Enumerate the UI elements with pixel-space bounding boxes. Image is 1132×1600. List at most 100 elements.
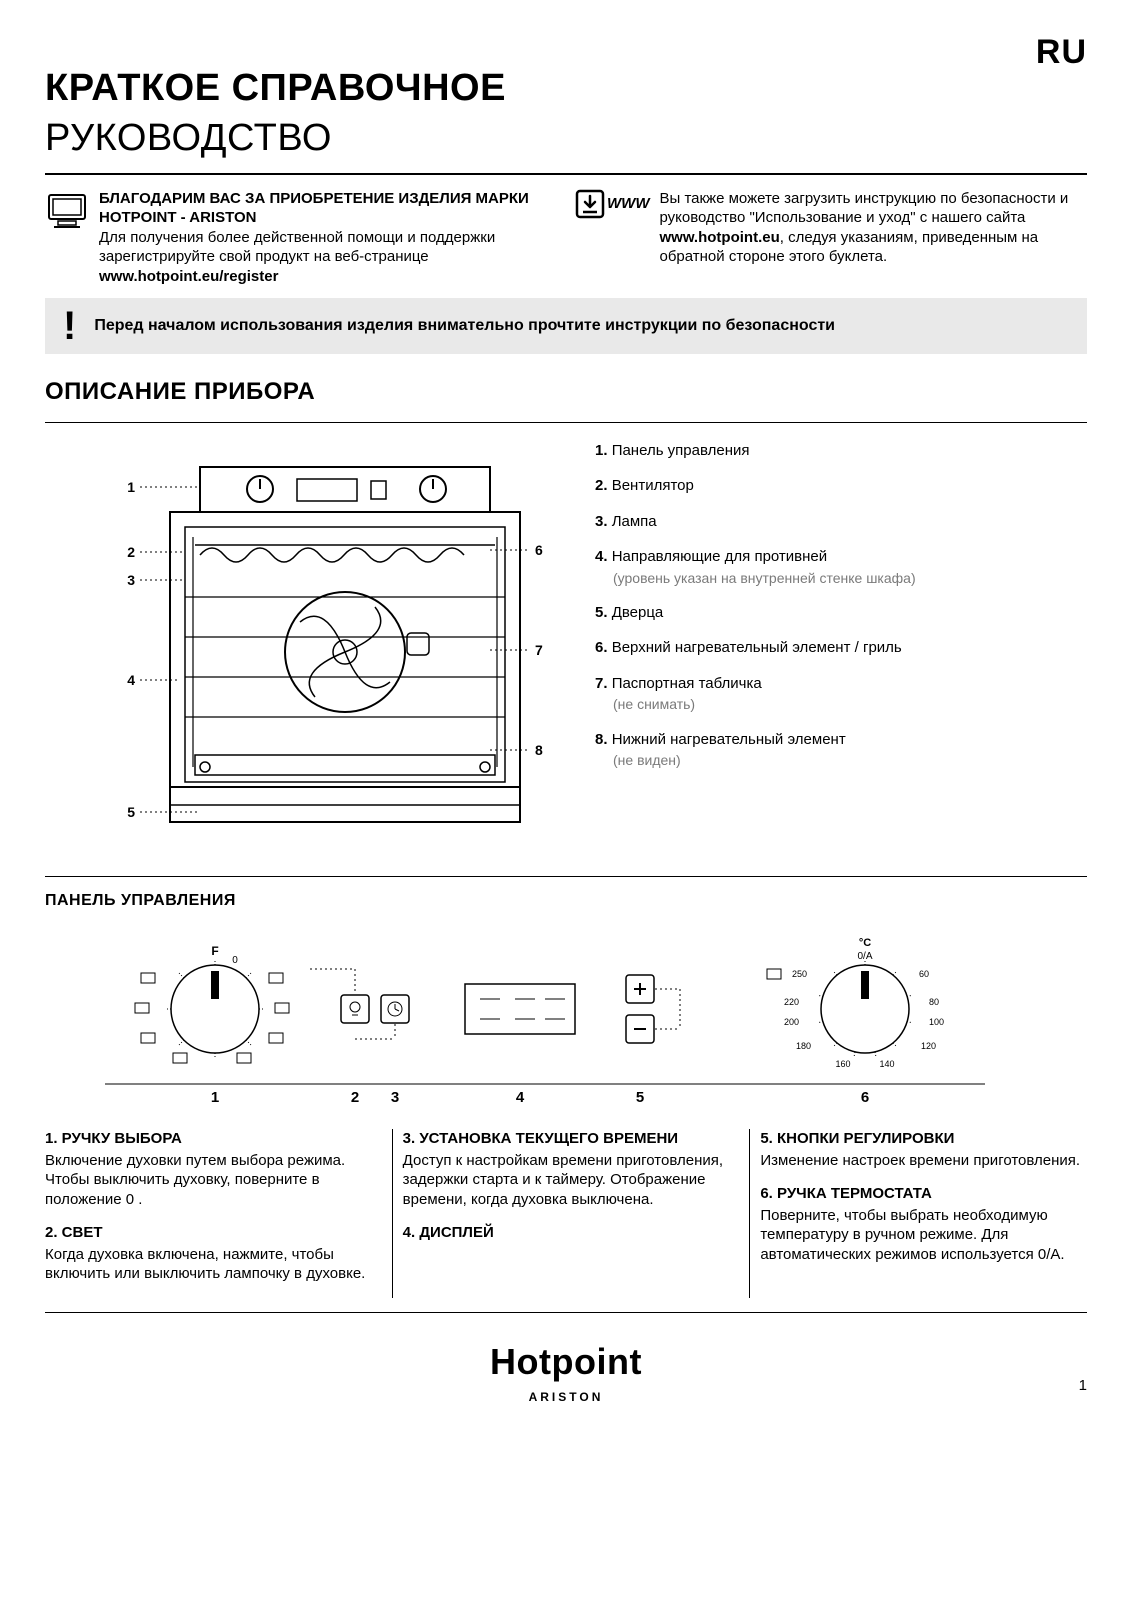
legend-text: Вентилятор: [612, 477, 694, 494]
svg-text:160: 160: [835, 1059, 850, 1069]
legend-item: 2. Вентилятор: [595, 476, 1087, 496]
legend-note: (уровень указан на внутренней стенке шка…: [595, 569, 1087, 587]
description-row: 1 2 3 4 5 6 7 8: [45, 437, 1087, 863]
main-title-light: РУКОВОДСТВО: [45, 114, 1087, 163]
divider: [45, 876, 1087, 877]
cp-heading: 4. ДИСПЛЕЙ: [403, 1223, 730, 1243]
intro-left-text: БЛАГОДАРИМ ВАС ЗА ПРИОБРЕТЕНИЕ ИЗДЕЛИЯ М…: [99, 189, 557, 287]
www-label: WWW: [607, 194, 649, 214]
divider: [45, 1312, 1087, 1313]
svg-text:250: 250: [792, 969, 807, 979]
cp-block: 4. ДИСПЛЕЙ: [403, 1223, 730, 1243]
svg-text:2: 2: [351, 1089, 359, 1106]
legend-text: Дверца: [612, 604, 664, 621]
legend-item: 6. Верхний нагревательный элемент / грил…: [595, 638, 1087, 658]
svg-text:6: 6: [535, 542, 543, 558]
svg-text:60: 60: [919, 969, 929, 979]
cp-text: Включение духовки путем выбора режима. Ч…: [45, 1151, 372, 1210]
intro-left-strong: БЛАГОДАРИМ ВАС ЗА ПРИОБРЕТЕНИЕ ИЗДЕЛИЯ М…: [99, 190, 529, 227]
cp-heading: 2. СВЕТ: [45, 1223, 372, 1243]
page-number: 1: [1079, 1376, 1087, 1396]
oven-diagram: 1 2 3 4 5 6 7 8: [45, 437, 565, 863]
cp-heading: 6. РУЧКА ТЕРМОСТАТА: [760, 1184, 1087, 1204]
svg-text:F: F: [211, 944, 218, 958]
exclamation-icon: !: [63, 312, 76, 340]
legend-num: 6.: [595, 639, 608, 656]
svg-text:100: 100: [929, 1017, 944, 1027]
legend-text: Паспортная табличка: [612, 675, 762, 692]
section-heading-description: ОПИСАНИЕ ПРИБОРА: [45, 376, 1087, 407]
control-panel-diagram: F 0: [45, 924, 1087, 1120]
legend-text: Лампа: [612, 513, 657, 530]
svg-text:120: 120: [921, 1041, 936, 1051]
intro-right-text: Вы также можете загрузить инструкцию по …: [659, 189, 1087, 267]
footer: Hotpoint ARISTON 1: [45, 1339, 1087, 1405]
control-panel-columns: 1. РУЧКУ ВЫБОРА Включение духовки путем …: [45, 1129, 1087, 1298]
svg-text:6: 6: [861, 1089, 869, 1106]
cp-text: Изменение настроек времени приготовления…: [760, 1151, 1087, 1171]
download-www-icon: WWW: [575, 189, 649, 219]
legend-item: 5. Дверца: [595, 603, 1087, 623]
divider: [45, 422, 1087, 423]
cp-block: 2. СВЕТ Когда духовка включена, нажмите,…: [45, 1223, 372, 1284]
legend-text: Панель управления: [612, 442, 750, 459]
intro-right-body-a: Вы также можете загрузить инструкцию по …: [659, 190, 1068, 227]
intro-left-url: www.hotpoint.eu/register: [99, 268, 278, 285]
monitor-icon: [45, 189, 89, 233]
cp-col-2: 3. УСТАНОВКА ТЕКУЩЕГО ВРЕМЕНИ Доступ к н…: [392, 1129, 730, 1298]
legend-text: Направляющие для противней: [612, 548, 827, 565]
legend-item: 8. Нижний нагревательный элемент (не виде…: [595, 730, 1087, 770]
intro-row: БЛАГОДАРИМ ВАС ЗА ПРИОБРЕТЕНИЕ ИЗДЕЛИЯ М…: [45, 189, 1087, 287]
svg-text:1: 1: [211, 1089, 219, 1106]
svg-text:7: 7: [535, 642, 543, 658]
svg-text:140: 140: [879, 1059, 894, 1069]
legend-item: 1. Панель управления: [595, 441, 1087, 461]
intro-right-url: www.hotpoint.eu: [659, 229, 779, 246]
legend-num: 2.: [595, 477, 608, 494]
divider: [45, 173, 1087, 175]
svg-text:4: 4: [516, 1089, 525, 1106]
cp-block: 6. РУЧКА ТЕРМОСТАТА Поверните, чтобы выб…: [760, 1184, 1087, 1264]
legend-num: 7.: [595, 675, 608, 692]
svg-text:200: 200: [784, 1017, 799, 1027]
footer-brand: Hotpoint: [45, 1339, 1087, 1386]
warning-bar: ! Перед началом использования изделия вн…: [45, 298, 1087, 354]
cp-block: 1. РУЧКУ ВЫБОРА Включение духовки путем …: [45, 1129, 372, 1209]
warning-text: Перед началом использования изделия вним…: [94, 316, 835, 337]
legend: 1. Панель управления 2. Вентилятор 3. Ла…: [595, 437, 1087, 863]
intro-left-body-a: Для получения более действенной помощи и…: [99, 229, 495, 266]
legend-num: 5.: [595, 604, 608, 621]
main-title-bold: КРАТКОЕ СПРАВОЧНОЕ: [45, 64, 1087, 113]
svg-text:8: 8: [535, 742, 543, 758]
svg-text:0: 0: [232, 955, 238, 966]
svg-text:2: 2: [127, 544, 135, 560]
footer-subbrand: ARISTON: [45, 1390, 1087, 1406]
cp-heading: 3. УСТАНОВКА ТЕКУЩЕГО ВРЕМЕНИ: [403, 1129, 730, 1149]
svg-text:5: 5: [127, 804, 135, 820]
cp-heading: 5. КНОПКИ РЕГУЛИРОВКИ: [760, 1129, 1087, 1149]
legend-num: 8.: [595, 731, 608, 748]
svg-text:°C: °C: [859, 937, 871, 949]
cp-text: Поверните, чтобы выбрать необходимую тем…: [760, 1206, 1087, 1265]
intro-left: БЛАГОДАРИМ ВАС ЗА ПРИОБРЕТЕНИЕ ИЗДЕЛИЯ М…: [45, 189, 557, 287]
svg-text:80: 80: [929, 997, 939, 1007]
legend-note: (не снимать): [595, 695, 1087, 713]
cp-text: Доступ к настройкам времени приготовлени…: [403, 1151, 730, 1210]
intro-right: WWW Вы также можете загрузить инструкцию…: [575, 189, 1087, 287]
legend-note: (не виден): [595, 751, 1087, 769]
svg-text:0/A: 0/A: [857, 951, 872, 962]
legend-num: 3.: [595, 513, 608, 530]
legend-item: 7. Паспортная табличка (не снимать): [595, 674, 1087, 714]
legend-text: Нижний нагревательный элемент: [612, 731, 846, 748]
cp-col-1: 1. РУЧКУ ВЫБОРА Включение духовки путем …: [45, 1129, 372, 1298]
cp-block: 5. КНОПКИ РЕГУЛИРОВКИ Изменение настроек…: [760, 1129, 1087, 1170]
svg-text:3: 3: [391, 1089, 399, 1106]
svg-text:5: 5: [636, 1089, 644, 1106]
legend-item: 4. Направляющие для противней (уровень ук…: [595, 547, 1087, 587]
legend-text: Верхний нагревательный элемент / гриль: [612, 639, 902, 656]
svg-text:180: 180: [796, 1041, 811, 1051]
cp-heading: 1. РУЧКУ ВЫБОРА: [45, 1129, 372, 1149]
svg-text:1: 1: [127, 479, 135, 495]
legend-num: 4.: [595, 548, 608, 565]
legend-item: 3. Лампа: [595, 512, 1087, 532]
